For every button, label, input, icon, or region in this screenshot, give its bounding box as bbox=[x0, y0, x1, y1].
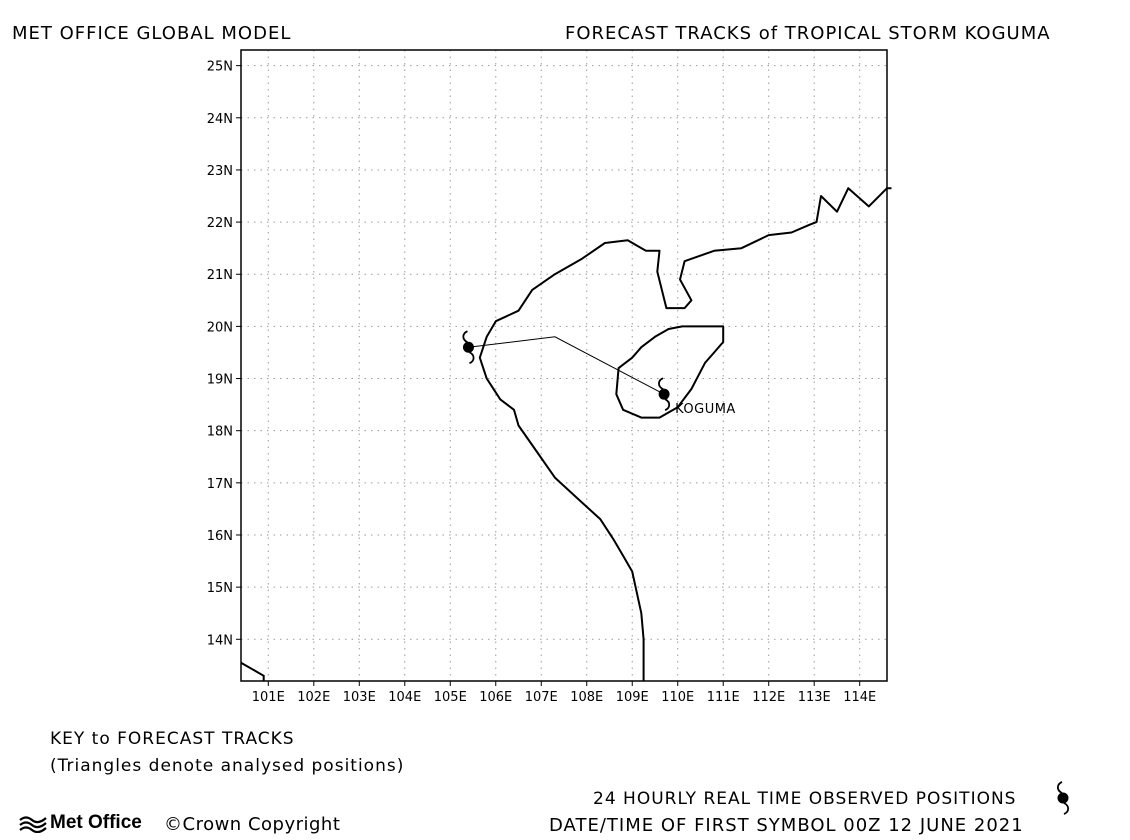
map-frame bbox=[240, 49, 888, 682]
lat-tick-label: 19N bbox=[207, 373, 233, 388]
lon-tick-label: 108E bbox=[570, 690, 603, 705]
chart-title: FORECAST TRACKS of TROPICAL STORM KOGUMA bbox=[565, 23, 1051, 44]
lat-tick-label: 21N bbox=[207, 268, 233, 283]
lat-tick-label: 14N bbox=[207, 633, 233, 648]
lon-tick-label: 105E bbox=[434, 690, 467, 705]
lon-tick-label: 110E bbox=[661, 690, 694, 705]
lat-tick-label: 23N bbox=[207, 164, 233, 179]
model-title: MET OFFICE GLOBAL MODEL bbox=[12, 23, 292, 44]
lon-tick-label: 101E bbox=[252, 690, 285, 705]
lat-tick-label: 15N bbox=[207, 581, 233, 596]
axis-labels: 101E 102E 103E 104E 105E 106E 107E 108E 109E 110E… bbox=[207, 60, 877, 705]
lat-tick-label: 24N bbox=[207, 112, 233, 127]
lat-tick-label: 22N bbox=[207, 216, 233, 231]
lon-tick-label: 109E bbox=[616, 690, 649, 705]
corner-coastline bbox=[240, 661, 265, 681]
lon-tick-label: 107E bbox=[525, 690, 558, 705]
cyclone-symbol bbox=[1056, 781, 1070, 815]
lon-tick-label: 106E bbox=[479, 690, 512, 705]
storm-name-label: KOGUMA bbox=[675, 402, 736, 417]
key-note: (Triangles denote analysed positions) bbox=[50, 756, 405, 776]
grid bbox=[241, 50, 887, 681]
met-office-logo-icon bbox=[19, 816, 47, 833]
lon-tick-label: 103E bbox=[343, 690, 376, 705]
lon-tick-label: 114E bbox=[843, 690, 876, 705]
lat-tick-label: 25N bbox=[207, 60, 233, 75]
lat-tick-label: 16N bbox=[207, 529, 233, 544]
lon-tick-label: 111E bbox=[707, 690, 740, 705]
cyclone-position-icon bbox=[462, 330, 475, 365]
track-layer: KOGUMA bbox=[462, 330, 736, 417]
lon-tick-label: 112E bbox=[752, 690, 785, 705]
lon-tick-label: 102E bbox=[297, 690, 330, 705]
lat-tick-label: 20N bbox=[207, 320, 233, 335]
observed-positions-label: 24 HOURLY REAL TIME OBSERVED POSITIONS bbox=[593, 789, 1017, 809]
cyclone-position-icon bbox=[658, 377, 671, 412]
cyclone-legend-icon bbox=[1056, 781, 1070, 815]
first-symbol-datetime: DATE/TIME OF FIRST SYMBOL 00Z 12 JUNE 20… bbox=[549, 815, 1024, 836]
mainland-coastline bbox=[478, 187, 892, 681]
lon-tick-label: 113E bbox=[798, 690, 831, 705]
met-office-brand: Met Office bbox=[50, 812, 142, 833]
lat-tick-label: 18N bbox=[207, 425, 233, 440]
lat-tick-label: 17N bbox=[207, 477, 233, 492]
storm-track-line bbox=[468, 336, 665, 395]
hainan-coastline bbox=[615, 325, 725, 419]
coastline-layer bbox=[240, 187, 892, 681]
key-title: KEY to FORECAST TRACKS bbox=[50, 729, 295, 749]
copyright: ©Crown Copyright bbox=[164, 814, 341, 835]
lon-tick-label: 104E bbox=[388, 690, 421, 705]
